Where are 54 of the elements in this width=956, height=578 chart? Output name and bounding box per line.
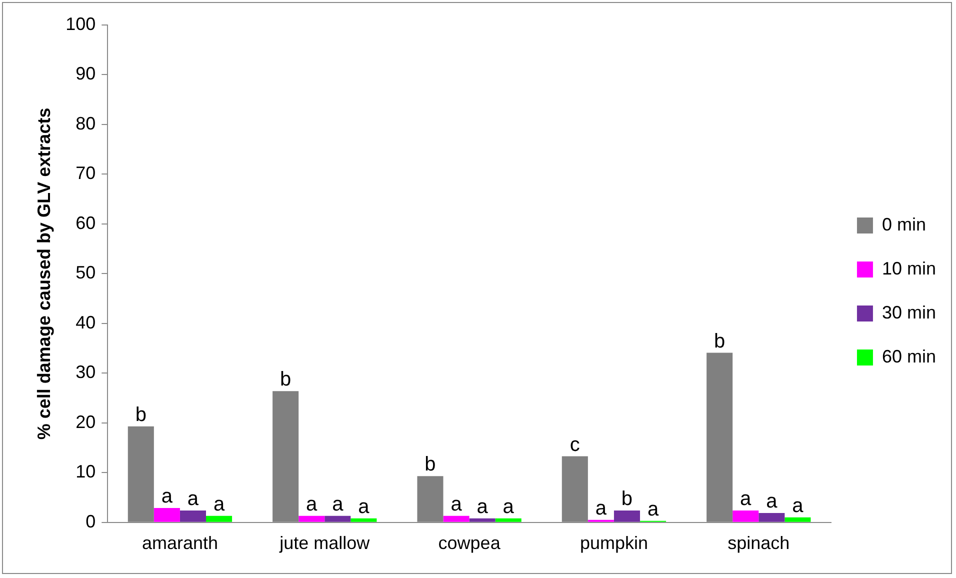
x-tick-label: spinach (728, 533, 790, 554)
bar (495, 518, 522, 522)
bar (732, 510, 759, 522)
y-tick-label: 0 (86, 511, 96, 532)
data-label: a (502, 496, 515, 518)
data-label: c (570, 434, 580, 456)
data-label: a (766, 490, 778, 512)
bar (350, 518, 377, 522)
bar (206, 516, 232, 522)
data-label: a (358, 496, 370, 518)
y-axis-title: % cell damage caused by GLV extracts (34, 108, 54, 440)
bar (758, 512, 785, 522)
bar (180, 510, 206, 522)
y-tick-label: 10 (76, 462, 96, 482)
x-tick-label: pumpkin (580, 533, 648, 554)
y-tick-label: 40 (76, 312, 96, 332)
data-label: a (161, 485, 174, 508)
y-tick-label: 80 (76, 113, 96, 134)
data-label: a (647, 498, 660, 520)
data-label: a (332, 493, 344, 516)
y-tick-label: 30 (76, 362, 96, 382)
data-label: a (187, 488, 200, 510)
y-tick-label: 60 (76, 212, 96, 233)
x-tick-label: jute mallow (278, 533, 371, 554)
data-label: b (135, 404, 146, 426)
x-tick-label: cowpea (438, 533, 502, 554)
legend-label: 60 min (882, 346, 936, 366)
bar (469, 518, 496, 522)
y-tick-label: 70 (76, 163, 96, 184)
data-label: a (213, 493, 226, 516)
bar (443, 516, 470, 522)
data-label: a (740, 488, 752, 510)
data-label: a (792, 494, 804, 517)
data-label: b (424, 454, 436, 476)
bar (324, 516, 351, 522)
y-tick-label: 20 (76, 412, 96, 432)
y-tick-label: 50 (76, 262, 96, 283)
data-label: a (306, 493, 318, 516)
bar (298, 516, 325, 522)
data-label: a (595, 497, 608, 520)
y-tick-label: 100 (66, 14, 96, 34)
legend-label: 0 min (882, 214, 926, 234)
bar (784, 517, 811, 522)
data-label: a (476, 496, 489, 518)
bar (154, 508, 180, 522)
x-tick-label: amaranth (142, 533, 218, 554)
y-tick-label: 90 (76, 64, 96, 84)
data-label: a (450, 493, 463, 516)
legend-label: 30 min (882, 302, 936, 322)
data-label: b (280, 368, 292, 391)
legend-label: 10 min (882, 258, 936, 278)
data-label: b (714, 330, 726, 352)
bar (614, 510, 640, 522)
data-label: b (621, 488, 633, 510)
